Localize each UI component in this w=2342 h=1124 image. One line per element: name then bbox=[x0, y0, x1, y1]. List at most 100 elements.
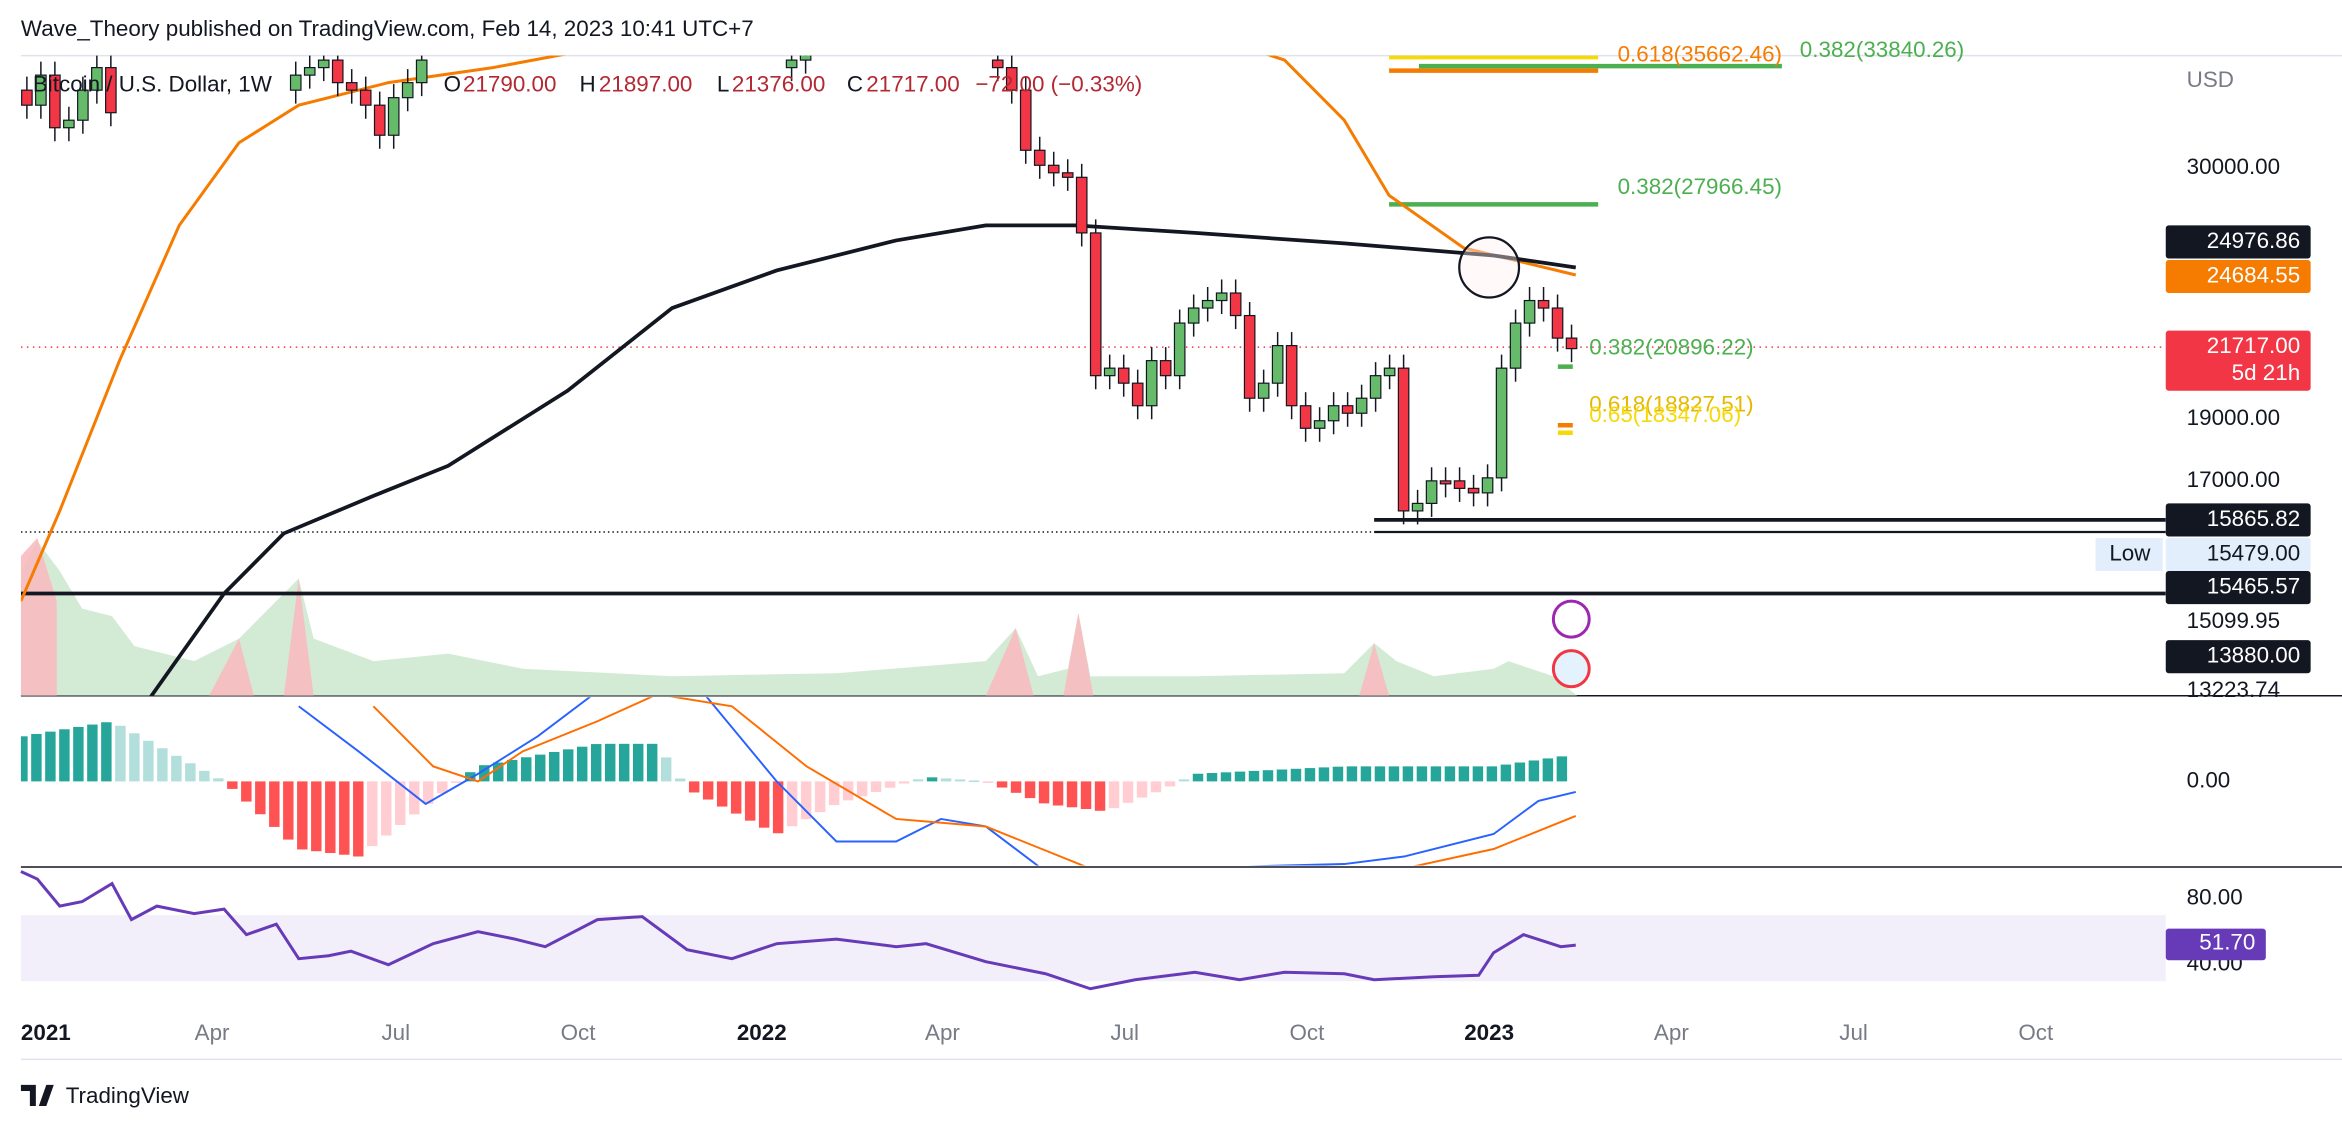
macd-bar bbox=[590, 744, 602, 782]
macd-bar bbox=[1066, 781, 1078, 808]
macd-bar bbox=[1276, 769, 1288, 782]
macd-bar bbox=[325, 781, 336, 853]
highlight-circle bbox=[1458, 236, 1521, 299]
macd-bar bbox=[535, 754, 546, 782]
macd-bar bbox=[1248, 770, 1260, 782]
candle-down bbox=[359, 89, 372, 106]
rsi-pane bbox=[20, 870, 1576, 991]
time-label: Jul bbox=[381, 1020, 410, 1045]
macd-bar bbox=[87, 724, 98, 782]
candle-up bbox=[1481, 477, 1494, 494]
ma-black bbox=[149, 223, 1577, 696]
macd-bar bbox=[1206, 773, 1218, 782]
macd-bar bbox=[1500, 764, 1512, 782]
macd-bar bbox=[185, 763, 196, 782]
macd-bar bbox=[926, 777, 938, 782]
macd-bar bbox=[465, 772, 476, 782]
macd-bar bbox=[171, 755, 182, 782]
axis-unit: USD bbox=[2187, 67, 2234, 92]
price-tag-text: 15465.57 bbox=[2207, 573, 2300, 598]
rsi-tag bbox=[2165, 928, 2266, 961]
price-tag bbox=[2165, 259, 2311, 294]
macd-bar bbox=[730, 781, 742, 814]
ohlc-key: L bbox=[717, 72, 729, 97]
macd-pane bbox=[20, 697, 1577, 866]
time-label: Jul bbox=[1839, 1020, 1868, 1045]
macd-bar bbox=[884, 781, 896, 788]
macd-bar bbox=[311, 781, 322, 852]
candle-up bbox=[785, 59, 798, 69]
ohlc-key: C bbox=[847, 72, 863, 97]
macd-bar bbox=[1150, 781, 1162, 793]
candle-down bbox=[1341, 405, 1354, 414]
candle-up bbox=[1355, 397, 1368, 414]
candle-up bbox=[1257, 382, 1270, 399]
fib-label: 0.618(35662.46) bbox=[1618, 41, 1782, 66]
countdown: 5d 21h bbox=[2232, 360, 2301, 385]
rsi-value: 51.70 bbox=[2199, 930, 2255, 955]
macd-bar bbox=[660, 757, 672, 782]
price-tag bbox=[2165, 503, 2311, 537]
time-label: Oct bbox=[1289, 1020, 1325, 1045]
candle-up bbox=[63, 119, 75, 129]
macd-bar bbox=[115, 725, 126, 782]
candle-up bbox=[1173, 322, 1186, 377]
price-tag bbox=[2165, 330, 2311, 391]
macd-bar bbox=[1458, 766, 1470, 782]
macd-bar bbox=[423, 781, 434, 804]
candle-up bbox=[91, 67, 103, 91]
footer-brand: TradingView bbox=[66, 1083, 190, 1108]
macd-bar bbox=[437, 781, 448, 794]
candle-up bbox=[1327, 405, 1340, 422]
macd-bar bbox=[283, 781, 294, 840]
macd-bar bbox=[1360, 766, 1372, 782]
macd-bar bbox=[1122, 781, 1134, 803]
candle-up bbox=[1201, 299, 1214, 309]
candle-down bbox=[1033, 149, 1046, 166]
macd-bar bbox=[213, 778, 224, 782]
candle-down bbox=[991, 59, 1004, 69]
price-tag-text: 21717.00 bbox=[2207, 333, 2300, 358]
macd-bar bbox=[744, 781, 756, 821]
macd-bar bbox=[786, 781, 798, 827]
volume-spike bbox=[985, 628, 1034, 696]
candle-down bbox=[1299, 405, 1312, 429]
macd-bar bbox=[1094, 781, 1106, 811]
time-label: Oct bbox=[561, 1020, 597, 1045]
macd-bar bbox=[996, 781, 1008, 788]
ohlc-key: H bbox=[580, 72, 596, 97]
macd-bar bbox=[1542, 758, 1554, 782]
macd-bar bbox=[576, 746, 588, 782]
macd-bar bbox=[1304, 768, 1316, 782]
macd-bar bbox=[143, 740, 154, 782]
candle-down bbox=[1285, 345, 1298, 407]
candle-up bbox=[1313, 420, 1326, 429]
macd-bar bbox=[451, 781, 462, 783]
fib-label: 0.382(20896.22) bbox=[1589, 335, 1753, 360]
volume-spike bbox=[209, 638, 254, 696]
macd-bar bbox=[367, 781, 378, 847]
macd-bar bbox=[1444, 766, 1456, 782]
macd-bar bbox=[604, 743, 616, 782]
fib-label: 0.65(18347.06) bbox=[1589, 402, 1741, 427]
candle-down bbox=[331, 59, 344, 84]
macd-bar bbox=[968, 780, 980, 783]
publish-info: Wave_Theory published on TradingView.com… bbox=[21, 16, 754, 41]
macd-bar bbox=[73, 726, 84, 782]
symbol: Bitcoin / U.S. Dollar, 1W bbox=[33, 72, 273, 97]
time-label: 2023 bbox=[1464, 1020, 1514, 1045]
macd-bar bbox=[688, 781, 700, 793]
macd-bar bbox=[1332, 766, 1344, 782]
price-tag-text: 15865.82 bbox=[2207, 506, 2300, 531]
macd-bar bbox=[870, 781, 882, 792]
candle-up bbox=[799, 55, 812, 61]
price-pane bbox=[20, 55, 2166, 696]
candle-up bbox=[1523, 299, 1536, 324]
macd-bar bbox=[856, 781, 868, 797]
candle-up bbox=[1271, 345, 1284, 384]
macd-bar bbox=[646, 743, 658, 782]
macd-bar bbox=[479, 765, 490, 782]
candle-down bbox=[1159, 360, 1172, 377]
